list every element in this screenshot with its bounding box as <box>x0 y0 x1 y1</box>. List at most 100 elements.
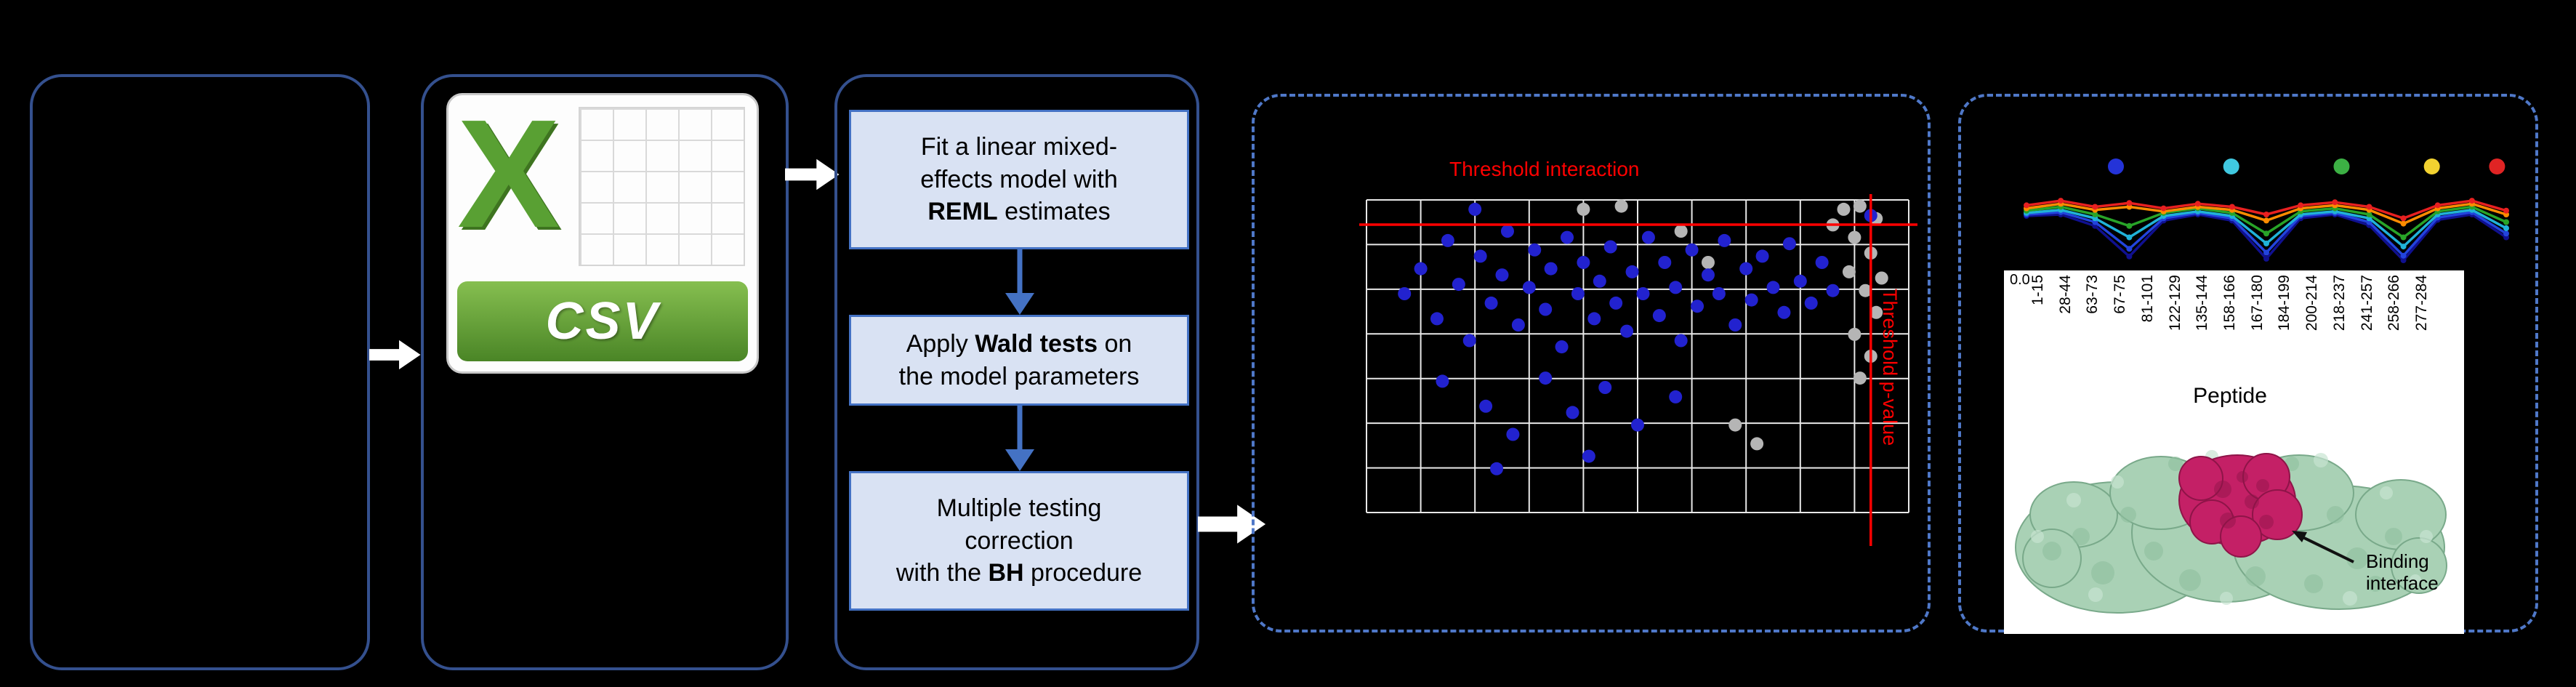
scatter-point-blue <box>1500 225 1514 238</box>
scatter-point-blue <box>1430 312 1444 326</box>
scatter-point-blue <box>1782 237 1796 251</box>
scatter-point-blue <box>1587 312 1601 326</box>
peptide-tick-label: 28-44 <box>2056 275 2074 314</box>
scatter-point-blue <box>1528 243 1542 257</box>
step-box-wald: Apply Wald tests on the model parameters <box>849 315 1189 406</box>
csv-page: X CSV <box>446 87 759 374</box>
condition-dot-icon <box>2333 158 2350 174</box>
volcano-plot-panel: Threshold interaction Threshold p-value <box>1252 94 1931 632</box>
scatter-point-gray <box>1853 199 1867 213</box>
peptide-profile-panel: 0.0 1-15 28-44 63-73 67-75 81-101 122-129 135-… <box>1958 94 2538 634</box>
peptide-tick-label: 158-166 <box>2221 275 2238 332</box>
scatter-point-blue <box>1777 305 1791 319</box>
profile-point <box>2366 212 2372 217</box>
peptide-tick: 1-15 <box>2024 275 2052 382</box>
step-box-bh: Multiple testing correction with the BH … <box>849 471 1189 611</box>
scatter-plot <box>1359 194 1917 546</box>
profile-point <box>2126 234 2133 241</box>
threshold-pvalue-label: Threshold p-value <box>1879 289 1901 446</box>
scatter-point-blue <box>1625 265 1639 278</box>
profile-point <box>2298 202 2304 209</box>
scatter-point-gray <box>1848 327 1861 341</box>
peptide-line-chart <box>2016 157 2517 266</box>
step-text-post: estimates <box>997 198 1111 226</box>
scatter-point-blue <box>1826 284 1840 297</box>
scatter-point-gray <box>1750 437 1764 451</box>
flow-arrow-right-icon <box>785 156 840 197</box>
scatter-point-blue <box>1804 296 1818 310</box>
scatter-point-blue <box>1468 202 1482 216</box>
scatter-point-blue <box>1490 462 1504 475</box>
profile-point <box>2263 255 2269 262</box>
profile-point <box>2400 257 2407 263</box>
step-text-post: procedure <box>1023 559 1143 587</box>
profile-point <box>2366 204 2372 210</box>
profile-point <box>2263 230 2269 237</box>
scatter-point-blue <box>1815 256 1829 269</box>
scatter-point-gray <box>1848 230 1861 244</box>
scatter-point-blue <box>1522 281 1536 294</box>
step-box-reml: Fit a linear mixed- effects model with R… <box>849 110 1189 249</box>
scatter-point-blue <box>1577 256 1590 269</box>
scatter-point-blue <box>1739 262 1753 276</box>
down-arrow-icon <box>1004 249 1036 320</box>
scatter-point-blue <box>1652 309 1666 323</box>
condition-dot-icon <box>2489 158 2505 174</box>
peptide-tick-label: 241-257 <box>2358 275 2375 332</box>
peptide-axis-labels: 1-15 28-44 63-73 67-75 81-101 122-129 135-144 1… <box>2024 275 2436 382</box>
scatter-point-gray <box>1842 265 1856 278</box>
peptide-tick: 158-166 <box>2216 275 2244 382</box>
step-text-bold: Wald tests <box>975 329 1098 358</box>
profile-point <box>2400 234 2407 241</box>
step-text-bold: BH <box>988 559 1024 587</box>
profile-point <box>2400 252 2407 259</box>
peptide-tick: 135-144 <box>2189 275 2216 382</box>
scatter-point-gray <box>1853 371 1867 385</box>
profile-point <box>2468 198 2475 204</box>
peptide-tick-label: 167-180 <box>2248 275 2266 332</box>
scatter-point-blue <box>1766 281 1780 294</box>
threshold-interaction-label: Threshold interaction <box>1449 158 1640 180</box>
csv-file-icon: X CSV <box>446 87 759 374</box>
y-axis-tick-label: 0.0 <box>2010 272 2030 288</box>
scatter-point-blue <box>1603 240 1617 254</box>
profile-point <box>2126 222 2133 229</box>
profile-point <box>2024 202 2029 209</box>
peptide-tick-label: 135-144 <box>2194 275 2211 332</box>
peptide-tick-label: 122-129 <box>2166 275 2183 332</box>
peptide-tick: 81-101 <box>2134 275 2162 382</box>
scatter-point-blue <box>1669 281 1683 294</box>
profile-point <box>2092 204 2098 210</box>
profile-point <box>2503 207 2509 214</box>
binding-domain-texture <box>2214 471 2274 529</box>
peptide-tick-label: 277-284 <box>2413 275 2431 332</box>
scatter-point-blue <box>1685 243 1699 257</box>
step-text-post: on the model parameters <box>898 329 1140 390</box>
input-panel <box>30 74 370 670</box>
peptide-tick-label: 184-199 <box>2276 275 2293 332</box>
spreadsheet-grid-icon <box>579 107 745 266</box>
scatter-point-blue <box>1636 287 1650 300</box>
scatter-point-blue <box>1631 418 1644 432</box>
profile-point <box>2434 202 2441 209</box>
profile-point <box>2400 244 2407 250</box>
scatter-point-blue <box>1718 233 1731 247</box>
profile-point <box>2126 253 2133 260</box>
binding-interface-label: Binding interface <box>2366 550 2439 594</box>
peptide-line-chart-svg <box>2024 158 2509 263</box>
scatter-point-gray <box>1674 225 1688 238</box>
peptide-tick: 67-75 <box>2106 275 2134 382</box>
peptide-tick: 63-73 <box>2079 275 2106 382</box>
scatter-point-blue <box>1506 427 1520 441</box>
excel-x-icon: X <box>457 87 560 260</box>
profile-point <box>2263 249 2269 256</box>
scatter-point-blue <box>1473 249 1487 263</box>
csv-panel: X CSV <box>421 74 789 670</box>
profile-point <box>2503 230 2509 237</box>
scatter-point-blue <box>1674 334 1688 347</box>
condition-dot-icon <box>2223 158 2239 174</box>
peptide-tick-label: 81-101 <box>2138 275 2156 323</box>
peptide-tick-label: 200-214 <box>2303 275 2321 332</box>
scatter-point-blue <box>1398 287 1412 300</box>
binding-interface-arrow-icon <box>2292 531 2354 563</box>
